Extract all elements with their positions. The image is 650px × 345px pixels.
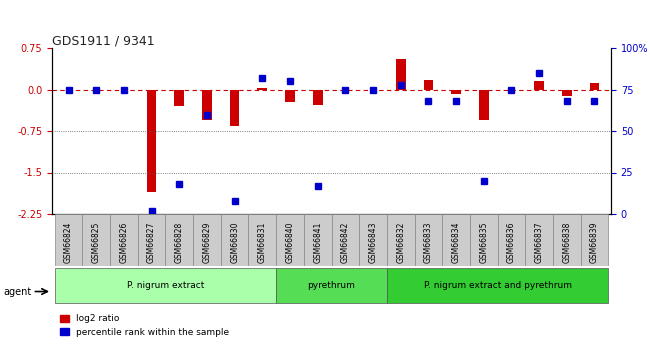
Text: pyrethrum: pyrethrum bbox=[307, 281, 356, 290]
FancyBboxPatch shape bbox=[304, 214, 332, 266]
Bar bbox=[147, 90, 157, 192]
FancyBboxPatch shape bbox=[55, 214, 83, 266]
Bar bbox=[396, 59, 406, 90]
FancyBboxPatch shape bbox=[387, 268, 608, 303]
Legend: log2 ratio, percentile rank within the sample: log2 ratio, percentile rank within the s… bbox=[57, 311, 233, 341]
Text: GSM66828: GSM66828 bbox=[175, 221, 184, 263]
Bar bbox=[562, 90, 571, 96]
Bar bbox=[230, 90, 239, 126]
Text: GSM66840: GSM66840 bbox=[285, 221, 294, 263]
Text: GDS1911 / 9341: GDS1911 / 9341 bbox=[52, 34, 155, 47]
Text: GSM66835: GSM66835 bbox=[479, 221, 488, 263]
Text: agent: agent bbox=[3, 287, 31, 296]
FancyBboxPatch shape bbox=[525, 214, 553, 266]
Text: P. nigrum extract: P. nigrum extract bbox=[127, 281, 204, 290]
Text: GSM66839: GSM66839 bbox=[590, 221, 599, 263]
Text: GSM66842: GSM66842 bbox=[341, 221, 350, 263]
FancyBboxPatch shape bbox=[110, 214, 138, 266]
Text: P. nigrum extract and pyrethrum: P. nigrum extract and pyrethrum bbox=[424, 281, 571, 290]
FancyBboxPatch shape bbox=[138, 214, 166, 266]
Text: GSM66834: GSM66834 bbox=[452, 221, 461, 263]
Bar bbox=[424, 80, 433, 90]
FancyBboxPatch shape bbox=[221, 214, 248, 266]
FancyBboxPatch shape bbox=[332, 214, 359, 266]
Bar bbox=[174, 90, 184, 106]
FancyBboxPatch shape bbox=[580, 214, 608, 266]
Text: GSM66837: GSM66837 bbox=[534, 221, 543, 263]
Text: GSM66832: GSM66832 bbox=[396, 221, 405, 263]
Bar bbox=[479, 90, 489, 120]
Text: GSM66836: GSM66836 bbox=[507, 221, 516, 263]
Text: GSM66827: GSM66827 bbox=[147, 221, 156, 263]
FancyBboxPatch shape bbox=[248, 214, 276, 266]
Bar bbox=[257, 88, 267, 90]
Bar bbox=[590, 83, 599, 90]
Text: GSM66830: GSM66830 bbox=[230, 221, 239, 263]
FancyBboxPatch shape bbox=[276, 268, 387, 303]
Text: GSM66841: GSM66841 bbox=[313, 221, 322, 263]
FancyBboxPatch shape bbox=[497, 214, 525, 266]
FancyBboxPatch shape bbox=[83, 214, 110, 266]
Text: GSM66824: GSM66824 bbox=[64, 221, 73, 263]
Bar bbox=[202, 90, 212, 120]
Text: GSM66831: GSM66831 bbox=[258, 221, 266, 263]
Text: GSM66826: GSM66826 bbox=[120, 221, 129, 263]
FancyBboxPatch shape bbox=[387, 214, 415, 266]
FancyBboxPatch shape bbox=[193, 214, 221, 266]
FancyBboxPatch shape bbox=[442, 214, 470, 266]
FancyBboxPatch shape bbox=[553, 214, 580, 266]
Bar bbox=[313, 90, 322, 105]
FancyBboxPatch shape bbox=[415, 214, 442, 266]
Bar bbox=[451, 90, 461, 94]
FancyBboxPatch shape bbox=[166, 214, 193, 266]
FancyBboxPatch shape bbox=[55, 268, 276, 303]
FancyBboxPatch shape bbox=[276, 214, 304, 266]
Text: GSM66843: GSM66843 bbox=[369, 221, 378, 263]
FancyBboxPatch shape bbox=[359, 214, 387, 266]
Text: GSM66833: GSM66833 bbox=[424, 221, 433, 263]
Text: GSM66829: GSM66829 bbox=[202, 221, 211, 263]
Bar bbox=[534, 81, 544, 90]
Text: GSM66838: GSM66838 bbox=[562, 221, 571, 263]
Text: GSM66825: GSM66825 bbox=[92, 221, 101, 263]
FancyBboxPatch shape bbox=[470, 214, 497, 266]
Bar bbox=[285, 90, 295, 102]
